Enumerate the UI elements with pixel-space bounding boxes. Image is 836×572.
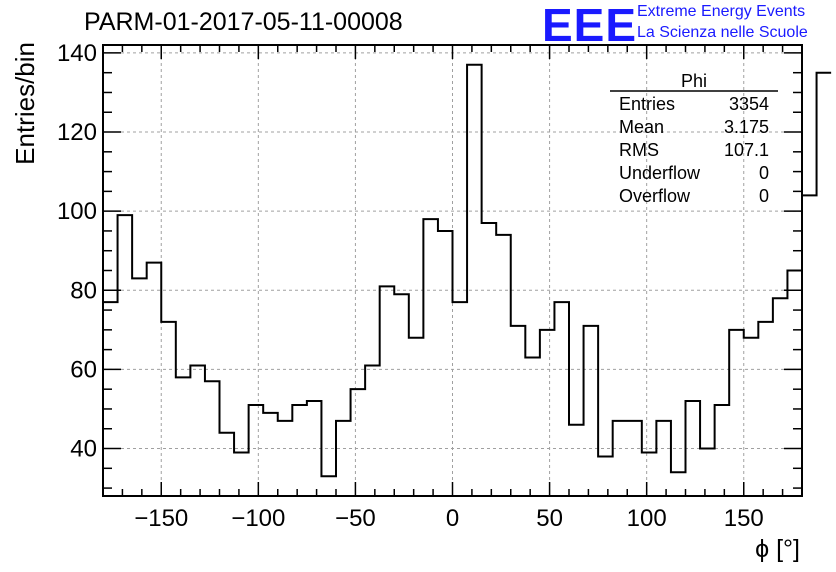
stats-row-label: Underflow <box>619 163 701 183</box>
stats-row-value: 0 <box>759 186 769 206</box>
x-tick-label: 0 <box>446 505 459 532</box>
stats-box: Phi Entries 3354 Mean 3.175 RMS 107.1 Underflo… <box>610 71 778 206</box>
stats-row-label: Mean <box>619 117 664 137</box>
y-tick-label: 100 <box>57 198 97 225</box>
stats-row-value: 3354 <box>729 94 769 114</box>
histogram-outline <box>103 63 832 478</box>
x-tick-label: −100 <box>231 505 285 532</box>
axis-ticks <box>103 45 802 496</box>
x-tick-label: 50 <box>536 505 563 532</box>
stats-row-label: Overflow <box>619 186 691 206</box>
y-tick-labels: 40 60 80 100 120 140 <box>57 40 97 463</box>
eee-logo: EEE <box>542 0 638 51</box>
stats-row-label: RMS <box>619 140 659 160</box>
y-axis-label: Entries/bin <box>10 42 40 165</box>
logo-subtitle-line2: La Scienza nelle Scuole <box>637 24 808 41</box>
stats-rows: Entries 3354 Mean 3.175 RMS 107.1 Underflow 0 Ov… <box>619 94 769 206</box>
stats-row-label: Entries <box>619 94 675 114</box>
stats-row-value: 3.175 <box>724 117 769 137</box>
y-tick-label: 120 <box>57 119 97 146</box>
x-tick-label: −50 <box>335 505 376 532</box>
y-tick-label: 80 <box>70 277 97 304</box>
stats-box-title: Phi <box>681 71 707 91</box>
x-tick-label: 150 <box>724 505 764 532</box>
x-tick-label: 100 <box>627 505 667 532</box>
x-axis-label: ϕ [°] <box>755 535 800 563</box>
logo-subtitle-line1: Extreme Energy Events <box>637 3 806 20</box>
y-tick-label: 140 <box>57 40 97 67</box>
y-tick-label: 40 <box>70 436 97 463</box>
x-tick-labels: −150 −100 −50 0 50 100 150 <box>134 505 764 532</box>
plot-title: PARM-01-2017-05-11-00008 <box>84 8 403 36</box>
x-tick-label: −150 <box>134 505 188 532</box>
stats-row-value: 107.1 <box>724 140 769 160</box>
y-tick-label: 60 <box>70 356 97 383</box>
stats-row-value: 0 <box>759 163 769 183</box>
